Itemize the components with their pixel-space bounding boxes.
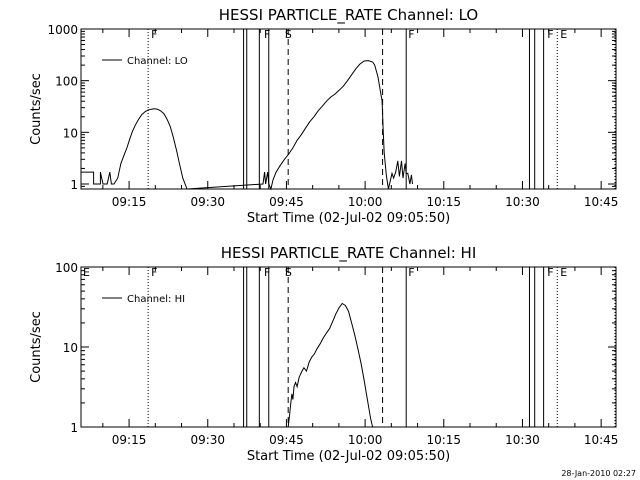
y-tick-label: 10	[63, 341, 78, 355]
y-tick-label: 1	[70, 178, 78, 192]
flag-label: F	[151, 266, 157, 279]
x-tick-label: 10:00	[348, 195, 383, 209]
x-tick-label: 10:30	[505, 433, 540, 447]
flag-label: F	[408, 266, 414, 279]
flag-label: F	[408, 28, 414, 41]
y-tick-label: 100	[55, 261, 78, 275]
x-tick-label: 09:45	[269, 195, 304, 209]
x-tick-label: 09:15	[112, 195, 147, 209]
panel-hi: HESSI PARTICLE_RATE Channel: HIE F F S F F E09…	[29, 244, 618, 464]
flag-label: S	[285, 266, 292, 279]
y-axis-label: Counts/sec	[29, 73, 44, 145]
series-line	[287, 302, 374, 428]
x-tick-label: 09:45	[269, 433, 304, 447]
y-tick-label: 1000	[47, 23, 78, 37]
flag-label: F	[547, 266, 553, 279]
flag-label: F	[264, 266, 270, 279]
flag-label: F	[151, 28, 157, 41]
y-axis-label: Counts/sec	[29, 311, 44, 383]
flag-label: E	[560, 28, 567, 41]
flag-label: E	[83, 266, 90, 279]
series-line	[81, 60, 413, 191]
panel-lo: HESSI PARTICLE_RATE Channel: LOF F S F F E09:…	[29, 6, 618, 226]
y-tick-label: 1	[70, 421, 78, 435]
x-tick-label: 09:15	[112, 433, 147, 447]
legend-label: Channel: HI	[127, 294, 185, 305]
y-tick-label: 100	[55, 75, 78, 89]
chart-title: HESSI PARTICLE_RATE Channel: HI	[221, 244, 477, 263]
flag-label: E	[560, 266, 567, 279]
x-tick-label: 10:00	[348, 433, 383, 447]
x-tick-label: 10:15	[426, 195, 461, 209]
plot-frame	[80, 266, 617, 428]
x-tick-label: 09:30	[190, 195, 225, 209]
plot-timestamp: 28-Jan-2010 02:27	[561, 469, 636, 478]
y-tick-label: 10	[63, 126, 78, 140]
x-axis-label: Start Time (02-Jul-02 09:05:50)	[247, 211, 450, 226]
x-tick-label: 10:45	[584, 195, 619, 209]
flag-label: F	[264, 28, 270, 41]
flag-label: F	[547, 28, 553, 41]
plot-frame	[80, 28, 617, 190]
x-tick-label: 09:30	[190, 433, 225, 447]
x-tick-label: 10:15	[426, 433, 461, 447]
x-tick-label: 10:45	[584, 433, 619, 447]
legend-label: Channel: LO	[127, 56, 188, 67]
x-axis-label: Start Time (02-Jul-02 09:05:50)	[247, 449, 450, 464]
chart-title: HESSI PARTICLE_RATE Channel: LO	[219, 6, 478, 25]
flag-label: S	[285, 28, 292, 41]
x-tick-label: 10:30	[505, 195, 540, 209]
